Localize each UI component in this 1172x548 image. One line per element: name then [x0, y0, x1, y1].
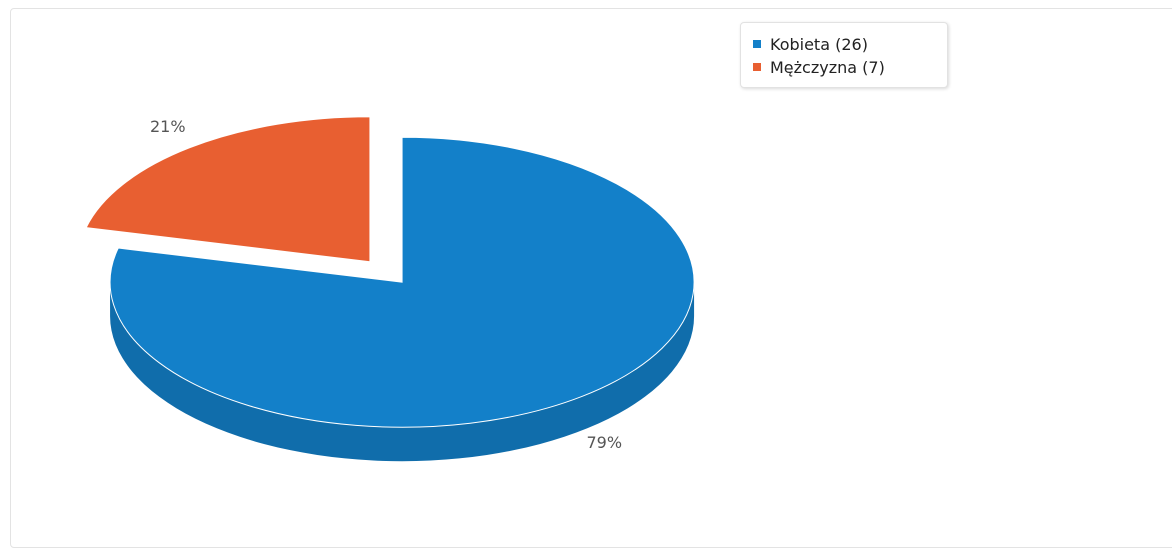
legend-item-kobieta[interactable]: Kobieta (26) [753, 33, 868, 55]
slice-mezczyzna[interactable] [85, 116, 371, 263]
legend-swatch-mezczyzna [753, 63, 761, 71]
pie-chart: 79% 21% [85, 116, 695, 462]
legend-label-mezczyzna: Mężczyzna (7) [770, 57, 885, 77]
slice-label-mezczyzna: 21% [150, 117, 186, 136]
chart-legend: Kobieta (26) Mężczyzna (7) [740, 22, 948, 88]
legend-swatch-kobieta [753, 40, 761, 48]
legend-label-kobieta: Kobieta (26) [770, 34, 868, 54]
slice-kobieta[interactable] [109, 136, 695, 428]
pie-slices [85, 116, 695, 428]
slice-side-kobieta [110, 282, 695, 462]
legend-item-mezczyzna[interactable]: Mężczyzna (7) [753, 56, 885, 78]
pie-sides [110, 282, 695, 462]
slice-label-kobieta: 79% [586, 433, 622, 452]
